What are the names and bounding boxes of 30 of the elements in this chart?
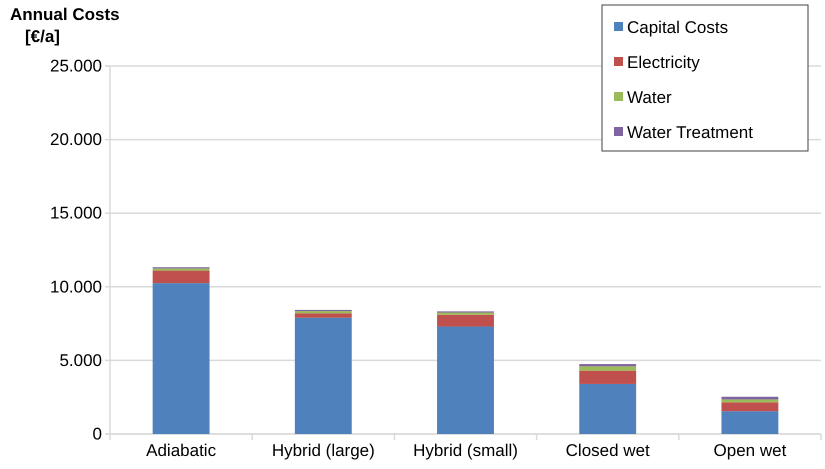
bar (152, 270, 210, 284)
bar (294, 313, 352, 318)
bar (579, 370, 636, 384)
bar (721, 396, 778, 400)
x-tick-label: Open wet (714, 441, 787, 460)
x-tick-label: Hybrid (small) (413, 441, 518, 460)
x-tick-label: Adiabatic (146, 441, 217, 460)
bar (579, 366, 636, 371)
y-tick-label: 5.000 (59, 350, 102, 370)
bar (437, 314, 494, 327)
bar (721, 399, 778, 402)
y-tick-label: 20.000 (50, 130, 102, 150)
y-tick-label: 10.000 (50, 277, 102, 296)
bar (437, 326, 494, 434)
bar (721, 411, 778, 434)
bar (152, 268, 210, 271)
x-tick-label: Hybrid (large) (272, 441, 375, 460)
legend-label: Water (627, 88, 672, 107)
bar (721, 402, 778, 412)
legend-label: Electricity (627, 53, 700, 72)
y-tick-label: 0 (92, 424, 102, 444)
y-axis-title: Annual Costs [€/a] (10, 5, 120, 46)
bar (294, 318, 352, 434)
y-tick-label: 25.000 (50, 56, 102, 76)
y-tick-label: 15.000 (50, 204, 102, 223)
legend-label: Water Treatment (627, 123, 754, 142)
x-tick-label: Closed wet (566, 441, 650, 460)
bar (579, 384, 636, 434)
legend-label: Capital Costs (627, 18, 728, 37)
bar (152, 283, 210, 434)
